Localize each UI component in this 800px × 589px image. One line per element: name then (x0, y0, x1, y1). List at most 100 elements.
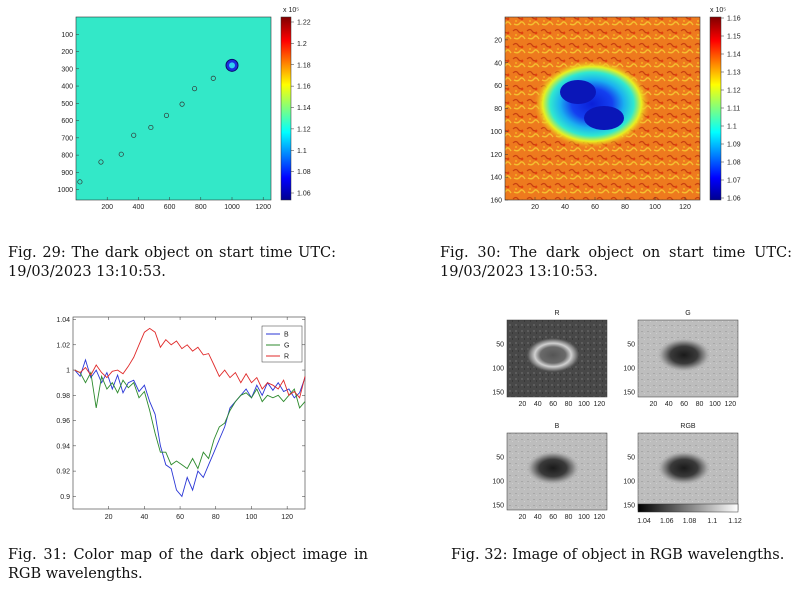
fig29-ytick-label: 100 (61, 32, 73, 39)
fig30-ytick-label: 60 (494, 83, 502, 90)
fig29-dark-object-core (229, 62, 235, 69)
fig32-xtick-label: 120 (593, 401, 605, 408)
fig31-series-g (74, 369, 306, 470)
fig31-ytick-label: 0.92 (56, 469, 70, 476)
fig29-track-point (179, 101, 185, 107)
fig32-panel-g-object (657, 338, 711, 372)
fig30-ytick-label: 80 (494, 106, 502, 113)
fig29-ytick-label: 500 (61, 101, 73, 108)
fig32-xtick-label: 80 (565, 514, 573, 521)
fig29-track-point (118, 151, 124, 157)
fig32-ytick-label: 100 (492, 479, 504, 486)
fig32-ytick-label: 50 (496, 342, 504, 349)
fig32-ytick-label: 150 (492, 390, 504, 397)
fig32-cb-tick-label: 1.04 (637, 518, 651, 525)
fig30-colorbar-exponent: x 10⁵ (710, 7, 726, 14)
fig32-xtick-label: 80 (696, 401, 704, 408)
fig29-cb-tick-label: 1.08 (297, 169, 311, 176)
fig29-ytick-label: 800 (61, 153, 73, 160)
fig30-cb-tick-label: 1.15 (727, 34, 741, 41)
fig30-core-left (560, 80, 596, 104)
fig29-ytick-label: 600 (61, 118, 73, 125)
figure-29-caption: Fig. 29: The dark object on start time U… (8, 245, 336, 280)
fig32-ytick-label: 150 (623, 390, 635, 397)
fig32-xtick-label: 40 (534, 514, 542, 521)
fig32-xtick-label: 120 (593, 514, 605, 521)
fig32-ytick-label: 50 (627, 342, 635, 349)
fig31-legend-label-r: R (284, 354, 289, 361)
fig32-xtick-label: 120 (724, 401, 736, 408)
figure-32: R G B RGB 50 100 150 20 40 60 80 100 120 50 100 150… (478, 305, 800, 540)
fig29-cb-tick-label: 1.18 (297, 62, 311, 69)
fig30-cb-tick-label: 1.14 (727, 52, 741, 59)
fig31-ytick-label: 0.96 (56, 418, 70, 425)
fig32-xtick-label: 20 (518, 401, 526, 408)
fig32-panel-title-rgb: RGB (680, 423, 696, 430)
fig29-xtick-label: 200 (101, 204, 113, 211)
fig32-xtick-label: 40 (534, 401, 542, 408)
fig29-xtick-label: 1000 (224, 204, 240, 211)
fig32-xtick-label: 100 (578, 401, 590, 408)
fig29-ytick-label: 700 (61, 135, 73, 142)
fig29-cb-tick-label: 1.12 (297, 126, 311, 133)
fig29-track-point (163, 112, 170, 118)
fig31-ytick-label: 0.9 (60, 494, 70, 501)
figure-29-plot: 100 200 300 400 500 600 700 800 900 1000 200 400 60… (57, 7, 311, 211)
fig29-xtick-label: 400 (133, 204, 145, 211)
fig32-panel-title-g: G (685, 310, 690, 317)
fig29-track-point (77, 179, 83, 185)
fig30-cb-tick-label: 1.08 (727, 160, 741, 167)
fig32-xtick-label: 100 (578, 514, 590, 521)
fig32-ytick-label: 50 (496, 455, 504, 462)
fig29-xtick-label: 800 (195, 204, 207, 211)
fig32-ytick-label: 50 (627, 455, 635, 462)
fig31-ytick-label: 1 (66, 368, 70, 375)
fig29-ytick-label: 300 (61, 66, 73, 73)
fig29-track-point (192, 86, 198, 92)
fig31-xtick-label: 80 (212, 514, 220, 521)
fig32-panel-b (506, 432, 608, 511)
figure-30-caption: Fig. 30: The dark object on start time U… (440, 245, 792, 280)
fig30-dark-object (534, 60, 650, 148)
fig31-series-b (74, 358, 306, 498)
fig30-cb-tick-label: 1.09 (727, 142, 741, 149)
fig30-xtick-label: 80 (621, 204, 629, 211)
figure-31-chart: 0.9 0.92 0.94 0.96 0.98 1 1.02 1.04 20 40 60 80 100 1… (56, 316, 306, 521)
fig30-xtick-label: 100 (649, 204, 661, 211)
fig31-ytick-label: 1.04 (56, 317, 70, 324)
fig29-track-point (148, 124, 154, 131)
fig31-xtick-label: 40 (140, 514, 148, 521)
fig29-ytick-label: 200 (61, 49, 73, 56)
fig29-cb-tick-label: 1.16 (297, 84, 311, 91)
fig30-xtick-label: 40 (561, 204, 569, 211)
fig29-colorbar (280, 16, 292, 201)
fig31-xtick-label: 120 (281, 514, 293, 521)
fig29-track-point (210, 75, 216, 81)
fig32-xtick-label: 60 (549, 401, 557, 408)
fig29-background (75, 16, 272, 201)
fig31-legend-label-b: B (284, 332, 289, 339)
figure-32-caption: Fig. 32: Image of object in RGB waveleng… (451, 547, 785, 563)
fig31-xtick-label: 60 (176, 514, 184, 521)
fig32-panel-rgb-object (657, 451, 711, 485)
fig32-cb-tick-label: 1.08 (683, 518, 697, 525)
fig32-ytick-label: 100 (492, 366, 504, 373)
fig30-cb-tick-label: 1.1 (727, 124, 737, 131)
fig30-xtick-label: 60 (591, 204, 599, 211)
fig32-xtick-label: 80 (565, 401, 573, 408)
fig32-xtick-label: 60 (549, 514, 557, 521)
fig31-xtick-label: 100 (246, 514, 258, 521)
fig30-cb-tick-label: 1.07 (727, 178, 741, 185)
fig30-core-right (584, 106, 624, 130)
fig30-cb-tick-label: 1.16 (727, 16, 741, 23)
fig29-cb-tick-label: 1.14 (297, 105, 311, 112)
fig30-ytick-label: 160 (490, 198, 502, 205)
fig29-track-point (131, 132, 137, 138)
fig32-xtick-label: 40 (665, 401, 673, 408)
figure-30-plot: 20 40 60 80 100 120 140 160 20 40 60 80 100 120 x 10… (490, 7, 741, 211)
figure-30: 20 40 60 80 100 120 140 160 20 40 60 80 100 120 x 10… (470, 0, 800, 240)
fig29-cb-tick-label: 1.22 (297, 20, 311, 27)
fig29-xtick-label: 600 (164, 204, 176, 211)
fig29-track-point (98, 159, 104, 165)
